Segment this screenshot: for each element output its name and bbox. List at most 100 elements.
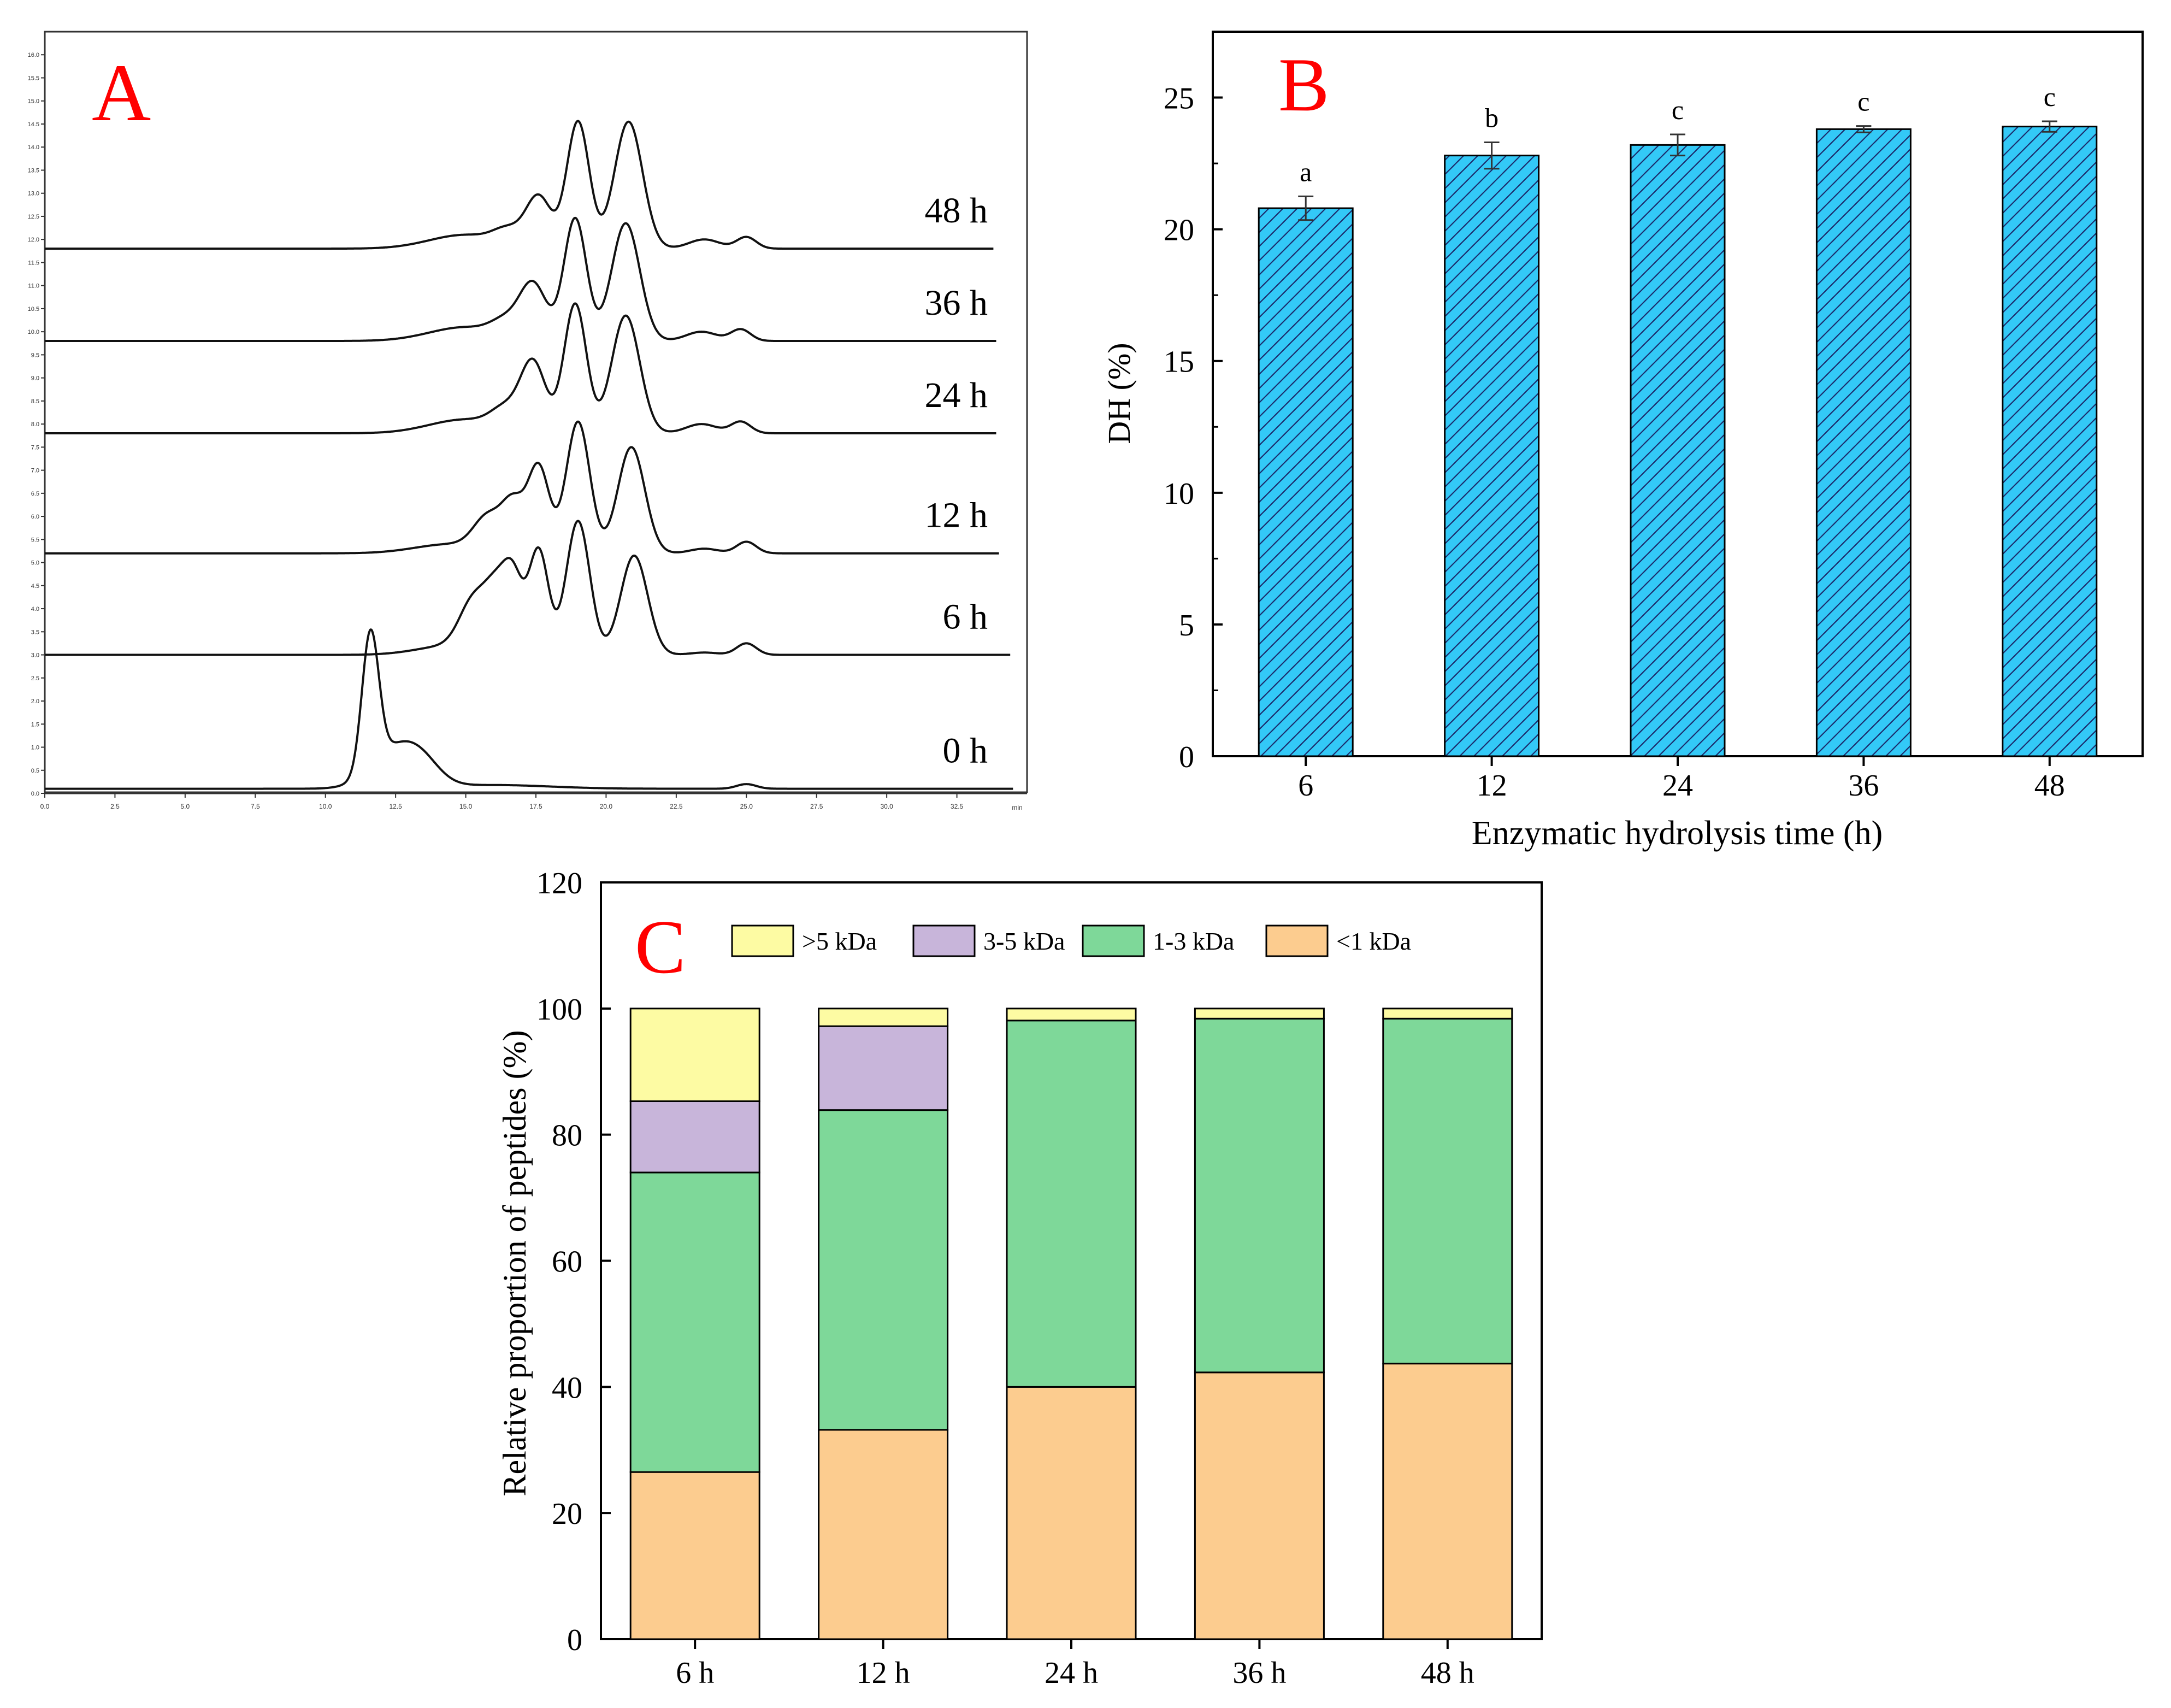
panel-a-xtick-label: 10.0 <box>319 803 332 810</box>
panel-a-xtick-label: 27.5 <box>810 803 823 810</box>
panel-b-significance-letter: c <box>2044 81 2056 112</box>
panel-c-legend-label: 3-5 kDa <box>983 927 1065 955</box>
panel-b-ytick-label: 15 <box>1164 345 1194 379</box>
panel-a-trace-label: 0 h <box>943 731 988 771</box>
panel-c-legend-label: >5 kDa <box>802 927 877 955</box>
panel-b-ylabel: DH (%) <box>1101 343 1137 444</box>
panel-c-ytick-label: 80 <box>552 1119 582 1153</box>
panel-a-ytick-label: 10.5 <box>28 306 39 313</box>
panel-b-xtick-label: 6 <box>1298 769 1313 803</box>
panel-c-ytick-label: 20 <box>552 1497 582 1531</box>
panel-a-xtick-label: 32.5 <box>951 803 964 810</box>
panel-b-ytick-label: 5 <box>1179 609 1194 643</box>
panel-a-trace-label: 6 h <box>943 597 988 637</box>
panel-a-ytick-label: 0.5 <box>31 768 39 774</box>
panel-a-trace-label: 24 h <box>925 375 988 415</box>
panel-a-ytick-label: 11.0 <box>28 283 39 290</box>
panel-c-legend-swatch <box>1265 924 1329 957</box>
panel-a-trace <box>44 628 1014 790</box>
panel-a-xtick-label: 5.0 <box>181 803 190 810</box>
panel-c-bar-segment <box>629 1100 760 1174</box>
panel-c-bar-segment <box>818 1109 949 1431</box>
panel-a-x-unit: min <box>1012 804 1022 811</box>
panel-a-ytick-label: 3.5 <box>31 629 39 635</box>
panel-a-ytick-label: 16.0 <box>28 52 39 58</box>
panel-c-bar-segment <box>1194 1371 1325 1640</box>
panel-c-bar-segment <box>1194 1017 1325 1374</box>
panel-a-ytick-label: 4.0 <box>31 606 39 612</box>
panel-b-ytick-label: 0 <box>1179 740 1194 774</box>
panel-b-xtick-label: 48 <box>2034 769 2065 803</box>
panel-a-xtick-label: 30.0 <box>880 803 893 810</box>
panel-a-trace <box>44 420 1000 555</box>
panel-b-bar <box>1444 155 1540 757</box>
panel-c-xtick-label: 12 h <box>857 1656 910 1690</box>
panel-c-ytick-label: 0 <box>567 1623 582 1657</box>
panel-c-bar-segment <box>1382 1017 1513 1365</box>
panel-c-bar-segment <box>1194 1008 1325 1020</box>
panel-a-xtick-label: 20.0 <box>600 803 613 810</box>
panel-a-ytick-label: 9.5 <box>31 352 39 358</box>
panel-c-bar-segment <box>629 1008 760 1102</box>
panel-c-ytick-label: 120 <box>536 867 582 900</box>
panel-b-dh-bar-chart: 0 5 10 15 20 25 a b c c c 6 12 24 36 48 DH (%) Enzyma… <box>1101 31 2144 852</box>
panel-c-ylabel: Relative proportion of peptides (%) <box>497 1030 533 1496</box>
panel-a-ytick-label: 5.5 <box>31 537 39 543</box>
panel-b-ytick-label: 25 <box>1164 82 1194 116</box>
panel-b-significance-letter: c <box>1857 86 1869 117</box>
panel-a-trace-label: 48 h <box>925 191 988 231</box>
panel-a-ytick-label: 6.0 <box>31 514 39 520</box>
panel-a-trace <box>44 120 994 250</box>
panel-a-trace <box>44 520 1011 656</box>
panel-b-significance-letter: c <box>1672 95 1684 125</box>
panel-a-ytick-label: 12.5 <box>28 214 39 220</box>
panel-c-xtick-label: 6 h <box>676 1656 714 1690</box>
panel-a-label: A <box>92 48 151 138</box>
panel-a-trace-label: 36 h <box>925 283 988 323</box>
panel-b-bar <box>1815 128 1912 757</box>
panel-a-xtick-label: 2.5 <box>110 803 120 810</box>
panel-a-ytick-label: 8.5 <box>31 398 39 405</box>
panel-c-ytick-label: 60 <box>552 1245 582 1279</box>
panel-c-ytick-label: 100 <box>536 993 582 1027</box>
panel-c-label: C <box>635 905 686 990</box>
panel-c-xtick-label: 36 h <box>1232 1656 1286 1690</box>
panel-b-ytick-label: 20 <box>1164 214 1194 248</box>
panel-c-ytick-label: 40 <box>552 1371 582 1405</box>
panel-a-xtick-label: 25.0 <box>740 803 753 810</box>
panel-a-ytick-label: 3.0 <box>31 652 39 659</box>
panel-b-xtick-label: 36 <box>1848 769 1879 803</box>
panel-a-xtick-label: 12.5 <box>389 803 402 810</box>
panel-a-ytick-label: 13.5 <box>28 167 39 174</box>
panel-c-legend-label: 1-3 kDa <box>1153 927 1234 955</box>
panel-b-bar <box>2002 126 2098 757</box>
panel-c-legend-swatch <box>731 924 794 957</box>
panel-b-significance-letter: b <box>1485 103 1499 133</box>
panel-b-significance-letter: a <box>1300 156 1312 187</box>
panel-a-ytick-label: 9.0 <box>31 375 39 382</box>
panel-c-stacked-bar-chart: 0 20 40 60 80 100 120 6 h 12 h 24 h 36 h 48 h >5 k… <box>497 867 1543 1690</box>
panel-b-xlabel: Enzymatic hydrolysis time (h) <box>1472 815 1883 852</box>
panel-c-bar-segment <box>818 1008 949 1027</box>
panel-a-ytick-label: 1.0 <box>31 745 39 751</box>
panel-a-xtick-label: 15.0 <box>459 803 473 810</box>
panel-a-xtick-label: 7.5 <box>251 803 260 810</box>
panel-a-ytick-label: 15.5 <box>28 75 39 81</box>
panel-b-bar <box>1258 207 1354 757</box>
panel-c-xtick-label: 48 h <box>1421 1656 1474 1690</box>
panel-a-ytick-label: 7.5 <box>31 444 39 451</box>
panel-b-xtick-label: 24 <box>1662 769 1693 803</box>
panel-b-bar <box>1630 144 1726 757</box>
panel-a-ytick-label: 8.0 <box>31 421 39 428</box>
panel-a-xtick-label: 22.5 <box>670 803 683 810</box>
panel-a-ytick-label: 7.0 <box>31 468 39 474</box>
panel-a-trace <box>44 302 997 434</box>
panel-a-xtick-label: 0.0 <box>40 803 50 810</box>
panel-a-xtick-label: 17.5 <box>529 803 542 810</box>
panel-b-label: B <box>1278 43 1329 127</box>
panel-c-bar-segment <box>629 1471 760 1640</box>
panel-a-ytick-label: 4.5 <box>31 583 39 590</box>
panel-c-bar-segment <box>818 1429 949 1640</box>
panel-c-bar-segment <box>1006 1020 1137 1388</box>
panel-c-bar-segment <box>818 1025 949 1111</box>
